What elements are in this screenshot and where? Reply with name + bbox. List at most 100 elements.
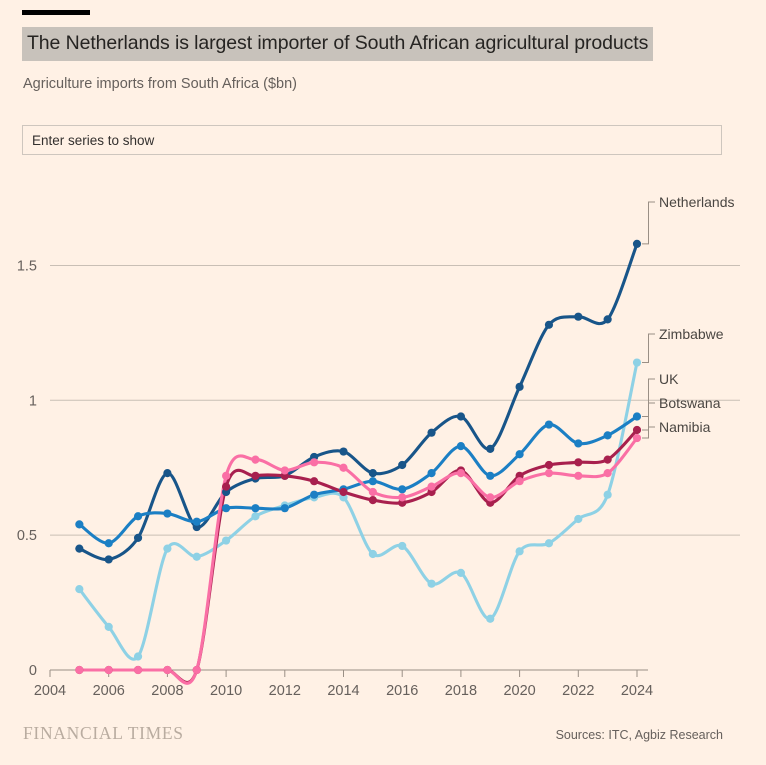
top-rule [22, 10, 90, 15]
label-leader-line [642, 378, 655, 417]
data-point[interactable] [574, 458, 583, 467]
data-point[interactable] [104, 622, 113, 631]
data-point[interactable] [339, 487, 348, 497]
data-point[interactable] [368, 495, 377, 505]
data-point[interactable] [398, 485, 407, 494]
data-point[interactable] [104, 539, 113, 548]
series-label-uk[interactable]: UK [659, 371, 679, 387]
data-point[interactable] [75, 584, 84, 594]
data-point[interactable] [339, 463, 348, 472]
data-point[interactable] [163, 469, 172, 478]
data-point[interactable] [544, 460, 554, 470]
ft-brand-wordmark: FINANCIAL TIMES [23, 723, 184, 743]
data-point[interactable] [486, 493, 495, 502]
data-point[interactable] [251, 455, 260, 464]
data-point[interactable] [456, 442, 465, 451]
data-point[interactable] [456, 412, 465, 421]
data-point[interactable] [544, 420, 554, 429]
data-point[interactable] [544, 469, 554, 478]
data-point[interactable] [515, 477, 524, 486]
data-point[interactable] [368, 477, 377, 486]
series-label-zimbabwe[interactable]: Zimbabwe [659, 326, 724, 342]
data-point[interactable] [486, 444, 495, 453]
data-point[interactable] [632, 425, 642, 435]
data-point[interactable] [486, 614, 495, 623]
data-point[interactable] [280, 504, 289, 513]
data-point[interactable] [251, 504, 260, 513]
data-point[interactable] [192, 552, 201, 561]
data-point[interactable] [368, 469, 377, 478]
data-point[interactable] [104, 555, 113, 564]
data-point[interactable] [75, 520, 84, 529]
data-point[interactable] [398, 493, 407, 502]
data-point[interactable] [310, 490, 319, 499]
x-tick-label: 2016 [386, 683, 418, 695]
data-point[interactable] [632, 358, 642, 367]
data-point[interactable] [368, 487, 377, 497]
data-point[interactable] [456, 568, 465, 578]
y-tick-label: 0 [29, 663, 37, 679]
data-point[interactable] [251, 471, 260, 480]
data-point[interactable] [515, 450, 524, 459]
data-point[interactable] [75, 665, 84, 675]
data-point[interactable] [104, 665, 113, 675]
series-line-zimbabwe[interactable] [77, 361, 639, 661]
data-point[interactable] [632, 412, 642, 421]
x-axis-tick-labels: 2004 2006 2008 2010 2012 2014 2016 2018 2020 2022… [34, 683, 653, 695]
data-point[interactable] [222, 471, 231, 480]
data-point[interactable] [632, 433, 642, 443]
data-point[interactable] [603, 469, 612, 478]
data-point[interactable] [427, 579, 436, 588]
data-point[interactable] [368, 549, 377, 559]
data-point[interactable] [603, 490, 612, 499]
y-tick-label: 1 [29, 393, 37, 409]
data-point[interactable] [544, 539, 554, 548]
data-point[interactable] [222, 482, 231, 491]
data-point[interactable] [398, 460, 407, 470]
data-point[interactable] [398, 541, 407, 551]
data-point[interactable] [486, 471, 495, 480]
data-point[interactable] [133, 652, 143, 661]
data-point[interactable] [427, 428, 436, 437]
data-point[interactable] [339, 447, 348, 456]
data-point[interactable] [192, 665, 201, 675]
data-point[interactable] [133, 512, 143, 521]
data-point[interactable] [427, 469, 436, 478]
data-point[interactable] [574, 439, 583, 448]
data-point[interactable] [163, 509, 172, 518]
label-leader-line [642, 201, 655, 245]
data-point[interactable] [133, 665, 143, 675]
data-point[interactable] [632, 239, 642, 248]
data-point[interactable] [133, 533, 143, 542]
data-point[interactable] [515, 547, 524, 556]
data-point[interactable] [192, 517, 201, 526]
data-point[interactable] [515, 382, 524, 391]
series-label-botswana[interactable]: Botswana [659, 395, 721, 411]
series-label-netherlands[interactable]: Netherlands [659, 194, 735, 210]
x-tick-label: 2018 [445, 683, 477, 695]
x-tick-label: 2006 [93, 683, 125, 695]
data-point[interactable] [163, 665, 172, 675]
data-point[interactable] [603, 431, 612, 440]
data-point[interactable] [427, 482, 436, 491]
data-point[interactable] [603, 315, 612, 324]
x-tick-label: 2022 [562, 683, 594, 695]
data-point[interactable] [310, 477, 319, 486]
data-point[interactable] [603, 455, 612, 464]
data-point[interactable] [280, 466, 289, 475]
data-point[interactable] [456, 469, 465, 478]
data-point[interactable] [574, 471, 583, 480]
data-point[interactable] [544, 320, 554, 329]
series-filter-input[interactable]: Enter series to show [22, 125, 722, 155]
data-point[interactable] [574, 312, 583, 321]
data-point[interactable] [251, 512, 260, 521]
series-label-namibia[interactable]: Namibia [659, 419, 711, 435]
data-point[interactable] [75, 544, 84, 553]
data-point[interactable] [222, 504, 231, 513]
data-point[interactable] [574, 514, 583, 524]
data-point[interactable] [310, 458, 319, 467]
data-point[interactable] [163, 544, 172, 553]
x-tick-label: 2008 [151, 683, 183, 695]
x-tick-label: 2014 [327, 683, 359, 695]
data-point[interactable] [222, 536, 231, 545]
